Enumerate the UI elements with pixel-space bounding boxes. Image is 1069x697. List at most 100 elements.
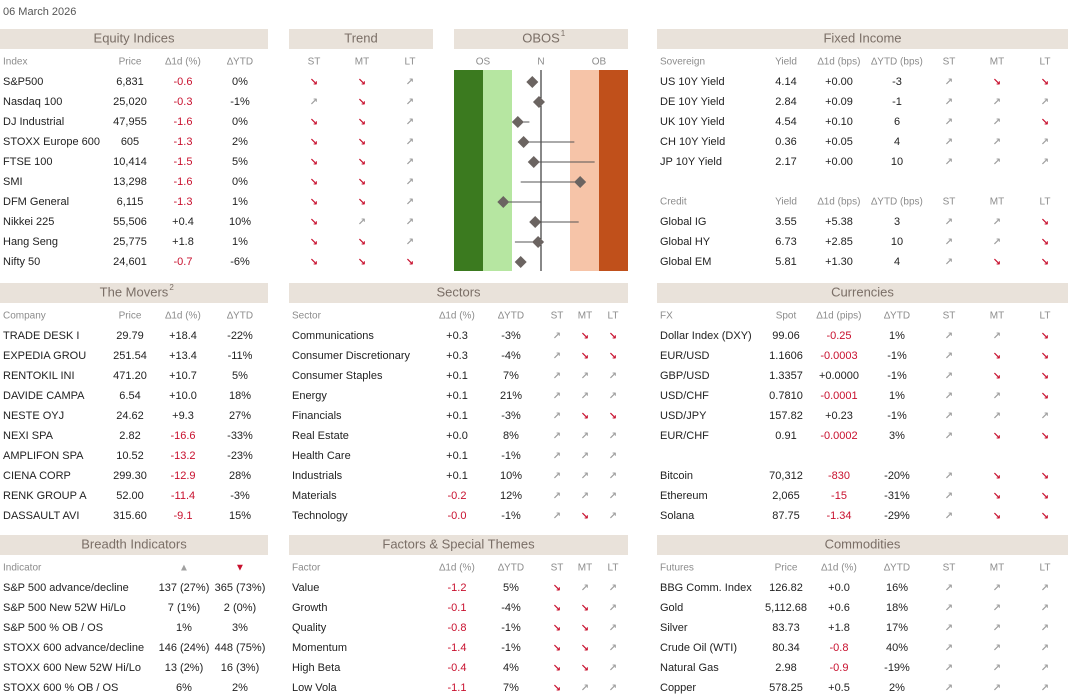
- trend-arrow: ↗: [553, 471, 561, 482]
- table-cell: 2.82: [119, 430, 140, 442]
- row-label: STOXX 600 % OB / OS: [3, 682, 118, 694]
- trend-arrow: ↗: [945, 683, 953, 694]
- column-header: ST: [943, 197, 956, 208]
- section-title: Commodities: [825, 536, 901, 551]
- table-cell: +0.3: [446, 330, 468, 342]
- trend-arrow: ↗: [993, 603, 1001, 614]
- column-header: ∆YTD (bps): [871, 197, 923, 208]
- trend-arrow: ↗: [406, 137, 414, 148]
- table-cell: +10.0: [169, 390, 197, 402]
- table-cell: -6%: [230, 256, 250, 268]
- table-cell: 28%: [229, 470, 251, 482]
- column-header: LT: [608, 563, 619, 574]
- section-title: Trend: [344, 30, 377, 45]
- table-cell: -1%: [887, 370, 907, 382]
- table-cell: 12%: [500, 490, 522, 502]
- table-cell: +0.3: [446, 350, 468, 362]
- trend-arrow: ↘: [993, 257, 1001, 268]
- table-cell: 2.84: [775, 96, 796, 108]
- table-cell: +10.7: [169, 370, 197, 382]
- row-label: RENTOKIL INI: [3, 370, 75, 382]
- column-header: ∆YTD: [498, 311, 524, 322]
- trend-arrow: ↗: [945, 583, 953, 594]
- row-label: Growth: [292, 602, 327, 614]
- trend-arrow: ↘: [553, 683, 561, 694]
- section-title: The Movers: [100, 284, 169, 299]
- column-header: LT: [405, 57, 416, 68]
- table-cell: +0.1: [446, 390, 468, 402]
- column-header: LT: [1040, 57, 1051, 68]
- trend-arrow: ↗: [945, 77, 953, 88]
- table-cell: 4: [894, 256, 900, 268]
- table-cell: 6,115: [117, 196, 144, 208]
- row-label: STOXX 600 advance/decline: [3, 642, 144, 654]
- column-header: ▼: [235, 563, 245, 574]
- table-cell: 7 (1%): [168, 602, 200, 614]
- table-cell: 70,312: [769, 470, 803, 482]
- table-cell: 25,775: [113, 236, 147, 248]
- table-cell: 578.25: [769, 682, 803, 694]
- trend-arrow: ↗: [945, 237, 953, 248]
- trend-arrow: ↗: [945, 97, 953, 108]
- trend-arrow: ↘: [993, 431, 1001, 442]
- section-title: Breadth Indicators: [81, 536, 187, 551]
- row-label: DJ Industrial: [3, 116, 64, 128]
- trend-arrow: ↗: [553, 351, 561, 362]
- title-superscript: 2: [169, 283, 174, 292]
- trend-arrow: ↘: [1041, 257, 1049, 268]
- trend-arrow: ↗: [406, 177, 414, 188]
- report-date: 06 March 2026: [3, 6, 76, 18]
- column-header: ∆1d (%): [821, 563, 857, 574]
- table-cell: +0.1: [446, 410, 468, 422]
- trend-arrow: ↗: [581, 431, 589, 442]
- table-cell: 40%: [886, 642, 908, 654]
- table-cell: 52.00: [116, 490, 144, 502]
- trend-arrow: ↘: [310, 237, 318, 248]
- section-header-bar: [0, 29, 268, 49]
- table-cell: -0.2: [448, 490, 467, 502]
- trend-arrow: ↘: [581, 511, 589, 522]
- table-cell: 8%: [503, 430, 519, 442]
- column-header: ∆YTD: [227, 311, 253, 322]
- row-label: DASSAULT AVI: [3, 510, 79, 522]
- table-cell: -3%: [501, 410, 521, 422]
- trend-arrow: ↘: [1041, 237, 1049, 248]
- table-cell: 21%: [500, 390, 522, 402]
- table-cell: -0.3: [174, 96, 193, 108]
- section-header-bar: [289, 29, 433, 49]
- table-cell: 0.7810: [769, 390, 803, 402]
- row-label: DFM General: [3, 196, 69, 208]
- trend-arrow: ↘: [609, 331, 617, 342]
- row-label: UK 10Y Yield: [660, 116, 725, 128]
- row-label: Consumer Discretionary: [292, 350, 410, 362]
- table-cell: +13.4: [169, 350, 197, 362]
- row-label: Dollar Index (DXY): [660, 330, 752, 342]
- table-cell: -23%: [227, 450, 253, 462]
- table-cell: 18%: [886, 602, 908, 614]
- table-cell: -4%: [501, 350, 521, 362]
- trend-arrow: ↗: [609, 371, 617, 382]
- trend-arrow: ↗: [993, 683, 1001, 694]
- table-cell: 1%: [176, 622, 192, 634]
- trend-arrow: ↘: [581, 663, 589, 674]
- table-cell: -1.6: [174, 116, 193, 128]
- row-label: TRADE DESK I: [3, 330, 79, 342]
- column-header: ST: [551, 311, 564, 322]
- section-title: OBOS: [522, 30, 560, 45]
- row-label: JP 10Y Yield: [660, 156, 722, 168]
- trend-arrow: ↗: [406, 117, 414, 128]
- trend-arrow: ↗: [609, 623, 617, 634]
- row-label: Nikkei 225: [3, 216, 54, 228]
- column-header: Sector: [292, 311, 322, 322]
- table-cell: 6.73: [775, 236, 796, 248]
- row-label: Value: [292, 582, 319, 594]
- trend-arrow: ↗: [993, 623, 1001, 634]
- table-cell: -33%: [227, 430, 253, 442]
- table-cell: 16 (3%): [221, 662, 260, 674]
- column-header: MT: [990, 563, 1004, 574]
- table-cell: -1%: [501, 622, 521, 634]
- column-header: ST: [943, 311, 956, 322]
- trend-arrow: ↗: [406, 77, 414, 88]
- row-label: SMI: [3, 176, 23, 188]
- table-cell: 29.79: [116, 330, 144, 342]
